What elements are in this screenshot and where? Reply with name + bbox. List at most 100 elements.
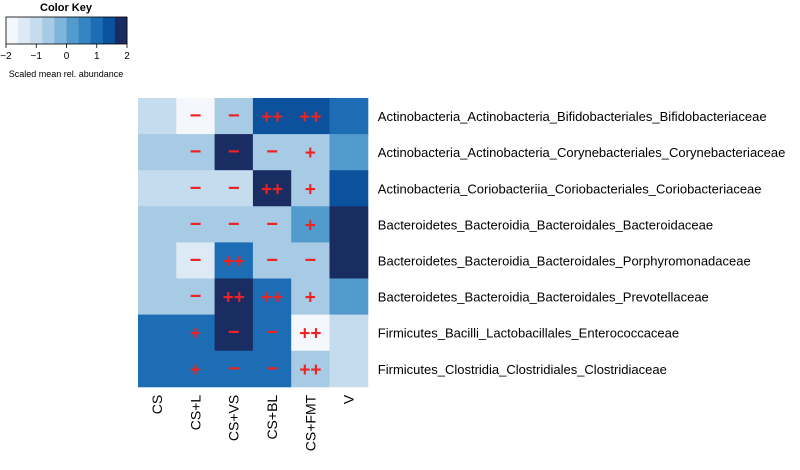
significance-marker: + <box>305 215 316 236</box>
significance-marker: ++ <box>223 288 245 309</box>
heatmap-cell <box>329 134 369 171</box>
significance-marker: ++ <box>299 360 321 381</box>
heatmap-cell <box>252 170 292 207</box>
color-key: Color Key −2 −1 0 1 2 Scaled mean rel. abund… <box>0 2 130 79</box>
heatmap-cell <box>329 278 369 316</box>
heatmap-cell <box>214 170 254 207</box>
significance-marker: − <box>266 141 278 163</box>
heatmap-cell <box>252 206 292 243</box>
significance-marker: ++ <box>261 179 283 200</box>
heatmap-cell <box>138 206 177 243</box>
significance-marker: − <box>190 141 202 163</box>
heatmap-cell <box>138 134 177 171</box>
significance-marker: − <box>228 105 240 127</box>
heatmap-cell <box>291 314 330 352</box>
color-key-swatch <box>54 17 67 44</box>
row-label: Firmicutes_Clostridia_Clostridiales_Clos… <box>378 362 667 377</box>
heatmap-cell <box>252 242 292 279</box>
heatmap-cell <box>329 242 369 279</box>
row-labels: Actinobacteria_Actinobacteria_Bifidobact… <box>378 109 786 377</box>
heatmap-cell <box>291 170 330 207</box>
heatmap-cell <box>252 98 292 135</box>
row-label: Bacteroidetes_Bacteroidia_Bacteroidales_… <box>378 253 751 268</box>
heatmap-cell <box>329 350 369 388</box>
significance-marker: − <box>190 249 202 271</box>
heatmap-cell <box>329 314 369 352</box>
color-key-swatch <box>30 17 43 44</box>
significance-marker: − <box>266 249 278 271</box>
color-key-swatch <box>6 17 19 44</box>
color-key-swatch <box>66 17 79 44</box>
heatmap-cell <box>214 206 254 243</box>
column-labels: CS CS+L CS+VS CS+BL CS+FMT V <box>149 394 357 451</box>
significance-marker: ++ <box>261 288 283 309</box>
color-key-tick-label: 0 <box>64 51 70 62</box>
color-key-swatch <box>18 17 31 44</box>
significance-marker: − <box>266 213 278 235</box>
significance-marker: − <box>228 177 240 199</box>
heatmap-cell <box>329 170 369 207</box>
significance-marker: − <box>190 213 202 235</box>
significance-marker: − <box>190 105 202 127</box>
heatmap-annotations: − − ++ ++− − − +− − ++ +− − − +− ++ − −− ++ ++ ++ − − +++ − − ++ <box>190 105 322 381</box>
color-key-title: Color Key <box>40 2 93 14</box>
color-key-tick-label: −2 <box>0 51 12 62</box>
heatmap-cell <box>176 242 216 279</box>
significance-marker: − <box>228 141 240 163</box>
significance-marker: + <box>305 179 316 200</box>
heatmap-cell <box>291 242 330 279</box>
heatmap-cell <box>291 350 330 388</box>
row-label: Firmicutes_Bacilli_Lactobacillales_Enter… <box>378 326 679 341</box>
heatmap-cell <box>138 98 177 135</box>
heatmap-cell <box>176 170 216 207</box>
significance-marker: − <box>228 322 240 344</box>
heatmap-cell <box>176 314 216 352</box>
color-key-swatch <box>78 17 92 44</box>
heatmap-cells <box>138 98 369 388</box>
significance-marker: − <box>305 249 317 271</box>
color-key-bar <box>5 16 128 45</box>
heatmap-cell <box>214 98 254 135</box>
row-label: Bacteroidetes_Bacteroidia_Bacteroidales_… <box>378 217 713 232</box>
color-key-xlabel: Scaled mean rel. abundance <box>9 69 124 79</box>
heatmap-cell <box>252 314 292 352</box>
row-label: Bacteroidetes_Bacteroidia_Bacteroidales_… <box>378 290 709 305</box>
heatmap-cell <box>176 206 216 243</box>
heatmap-cell <box>252 134 292 171</box>
heatmap-cell <box>291 134 330 171</box>
heatmap-cell <box>176 134 216 171</box>
significance-marker: ++ <box>261 107 283 128</box>
significance-marker: ++ <box>299 107 321 128</box>
significance-marker: + <box>190 360 201 381</box>
significance-marker: − <box>228 213 240 235</box>
heatmap-cell <box>291 206 330 243</box>
heatmap-cell <box>138 242 177 279</box>
heatmap-cell <box>176 278 216 316</box>
significance-marker: + <box>190 324 201 345</box>
color-key-swatch <box>114 17 128 44</box>
color-key-swatch <box>102 17 116 44</box>
color-key-tick-label: 1 <box>94 51 100 62</box>
heatmap-cell <box>176 350 216 388</box>
significance-marker: ++ <box>223 251 245 272</box>
heatmap-cell <box>214 278 254 316</box>
heatmap-cell <box>138 314 177 352</box>
column-label: CS+FMT <box>302 394 318 451</box>
significance-marker: − <box>266 358 278 380</box>
color-key-swatch <box>90 17 104 44</box>
column-label: CS+VS <box>226 395 242 441</box>
significance-marker: − <box>266 322 278 344</box>
color-key-tick-label: −1 <box>31 51 43 62</box>
heatmap-cell <box>252 278 292 316</box>
column-label: CS <box>149 395 165 414</box>
color-key-swatch <box>42 17 55 44</box>
column-label: CS+BL <box>264 395 280 440</box>
heatmap-cell <box>329 98 369 135</box>
row-label: Actinobacteria_Coriobacteriia_Coriobacte… <box>378 181 762 196</box>
row-label: Actinobacteria_Actinobacteria_Bifidobact… <box>378 109 767 124</box>
heatmap-cell <box>138 170 177 207</box>
significance-marker: − <box>190 177 202 199</box>
row-label: Actinobacteria_Actinobacteria_Corynebact… <box>378 145 786 160</box>
heatmap-cell <box>252 350 292 388</box>
heatmap-cell <box>291 98 330 135</box>
